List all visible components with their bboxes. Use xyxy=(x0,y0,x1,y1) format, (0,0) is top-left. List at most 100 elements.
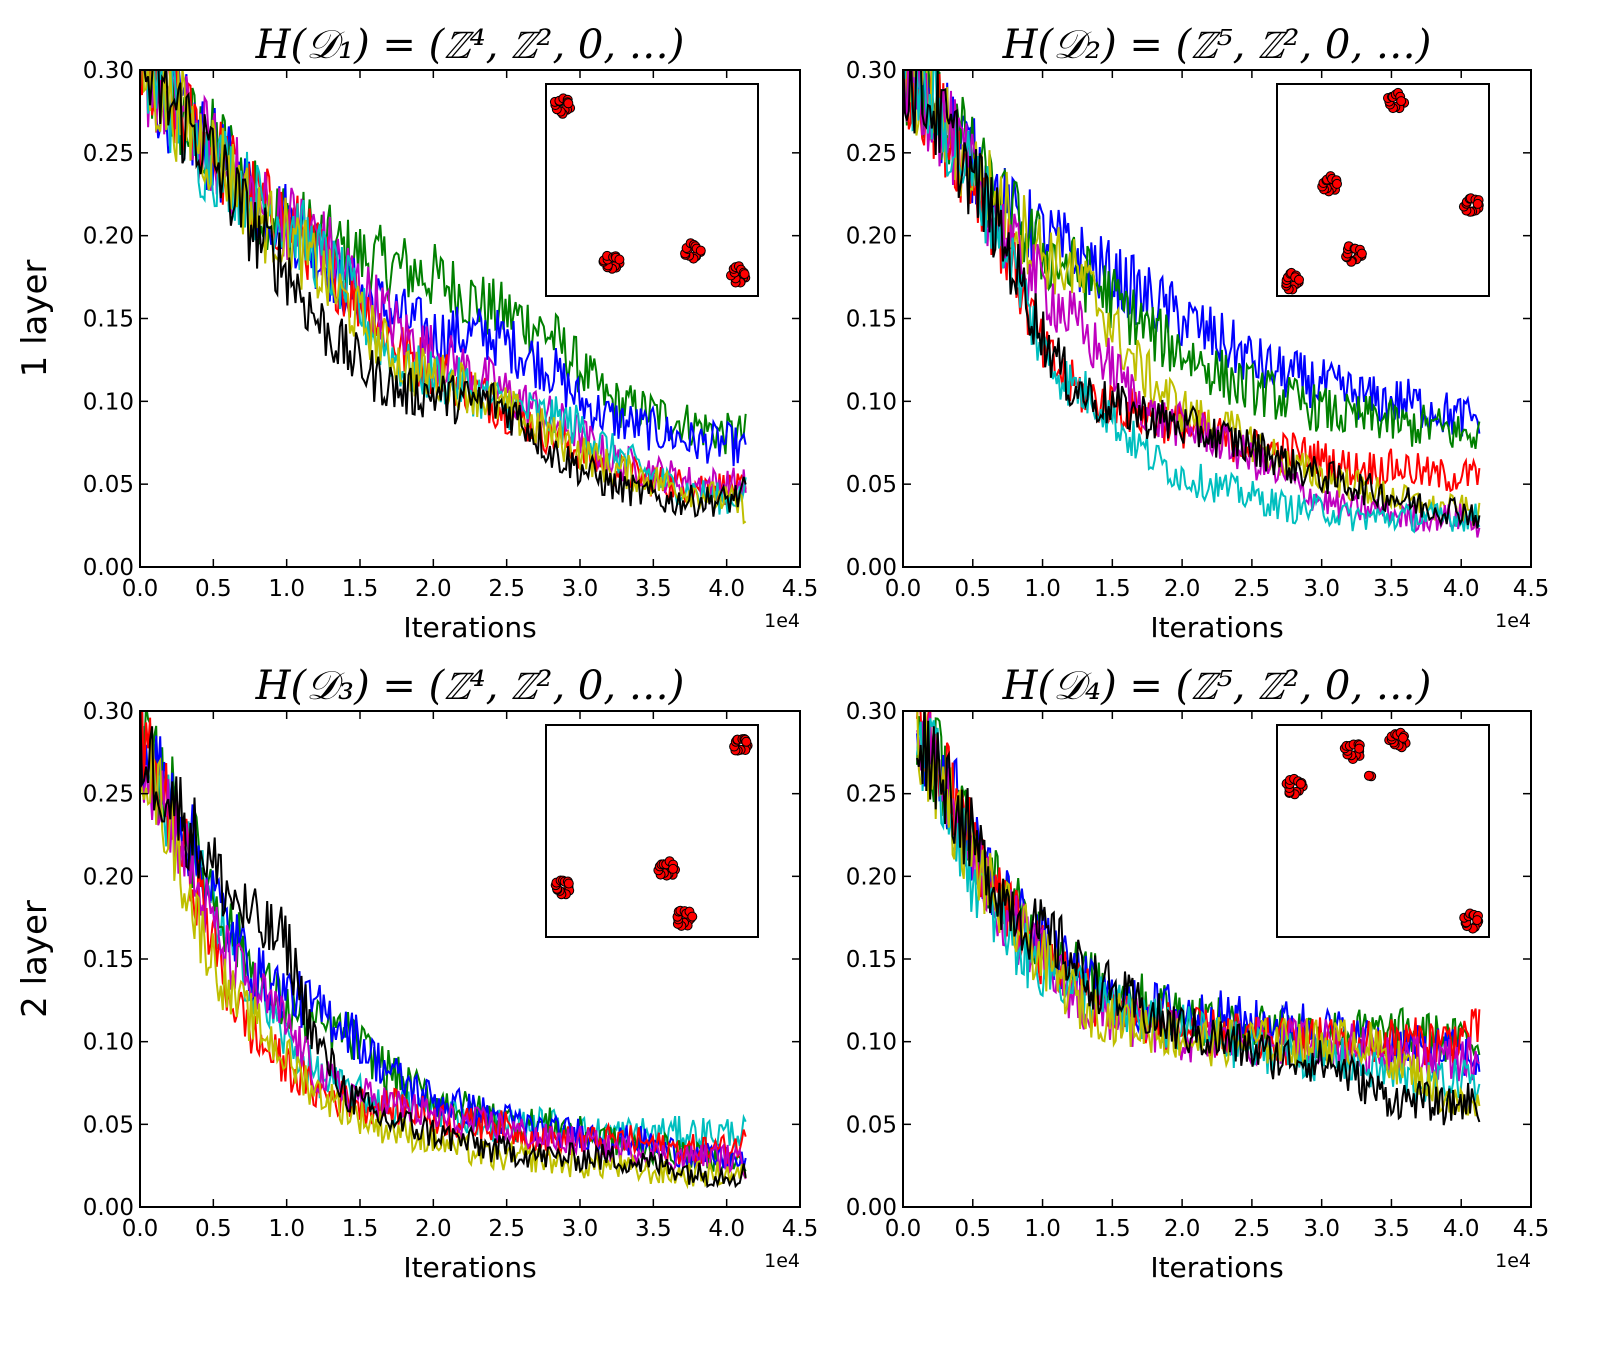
y-tick-label: 0.00 xyxy=(846,1195,897,1221)
y-tick-label: 0.05 xyxy=(83,1112,134,1138)
inset-point xyxy=(668,863,678,874)
x-tick-label: 3.5 xyxy=(1373,1216,1410,1242)
x-tick-label: 0.5 xyxy=(954,1216,991,1242)
series-line-1 xyxy=(140,70,747,455)
x-tick-label: 3.5 xyxy=(635,576,672,602)
inset-scatter xyxy=(545,724,759,938)
y-tick-label: 0.15 xyxy=(83,307,134,333)
inset-frame xyxy=(545,724,759,938)
x-axis-label: Iterations xyxy=(403,611,536,644)
y-tick-label: 0.30 xyxy=(846,58,897,84)
x-tick-label: 3.0 xyxy=(1303,1216,1340,1242)
inset-point xyxy=(563,878,574,889)
y-tick-label: 0.30 xyxy=(83,58,134,84)
x-offset-label: 1e4 xyxy=(764,610,800,632)
series-line-4 xyxy=(140,711,747,1165)
y-axis-label: 2 layer xyxy=(15,900,55,1018)
x-tick-label: 2.0 xyxy=(1164,1216,1201,1242)
inset-frame xyxy=(1276,724,1490,938)
series-line-6 xyxy=(140,735,747,1190)
y-tick-label: 0.15 xyxy=(846,947,897,973)
x-tick-label: 3.0 xyxy=(1303,576,1340,602)
x-tick-label: 2.0 xyxy=(415,576,452,602)
y-tick-label: 0.15 xyxy=(83,947,134,973)
x-tick-label: 1.5 xyxy=(1094,1216,1131,1242)
inset-point xyxy=(687,911,698,922)
y-tick-label: 0.25 xyxy=(846,141,897,167)
x-tick-label: 4.5 xyxy=(782,576,819,602)
y-tick-label: 0.25 xyxy=(83,782,134,808)
subplot-4: 0.0 0.5 1.0 1.5 2.0 2.5 3.0 3.5 4.0 4.5 0.00 0.05 0.… xyxy=(846,663,1550,1284)
inset-scatter xyxy=(1276,83,1490,297)
inset-point xyxy=(614,254,625,265)
y-tick-label: 0.05 xyxy=(83,472,134,498)
x-tick-label: 1.5 xyxy=(1094,576,1131,602)
x-tick-label: 0.5 xyxy=(954,576,991,602)
x-tick-label: 0.0 xyxy=(885,576,922,602)
inset-point xyxy=(1472,198,1483,209)
inset-point xyxy=(1295,778,1306,789)
x-tick-label: 4.5 xyxy=(782,1216,819,1242)
x-tick-label: 4.5 xyxy=(1513,576,1550,602)
y-tick-label: 0.00 xyxy=(83,1195,134,1221)
y-tick-label: 0.10 xyxy=(846,1030,897,1056)
inset-point xyxy=(563,98,574,109)
x-tick-label: 1.0 xyxy=(1024,576,1061,602)
y-tick-label: 0.05 xyxy=(846,472,897,498)
y-tick-label: 0.30 xyxy=(83,699,134,725)
y-tick-label: 0.10 xyxy=(846,389,897,415)
x-tick-label: 0.5 xyxy=(195,576,232,602)
y-tick-label: 0.25 xyxy=(83,141,134,167)
subplot-title: H(𝒟₃) = (ℤ⁴, ℤ², 0, …) xyxy=(255,663,685,709)
inset-point xyxy=(1354,743,1365,754)
y-tick-label: 0.00 xyxy=(846,555,897,581)
series-line-7 xyxy=(916,711,1481,1126)
series-line-3 xyxy=(140,711,747,1171)
y-tick-label: 0.20 xyxy=(83,224,134,250)
x-tick-label: 2.5 xyxy=(488,1216,525,1242)
y-tick-label: 0.15 xyxy=(846,307,897,333)
x-tick-label: 4.0 xyxy=(1443,576,1480,602)
subplot-3: 0.0 0.5 1.0 1.5 2.0 2.5 3.0 3.5 4.0 4.5 0.00 0.05 0.… xyxy=(15,663,818,1284)
subplot-title: H(𝒟₄) = (ℤ⁵, ℤ², 0, …) xyxy=(1002,663,1432,709)
y-tick-label: 0.00 xyxy=(83,555,134,581)
x-tick-label: 0.0 xyxy=(885,1216,922,1242)
y-axis-label: 1 layer xyxy=(15,260,55,378)
x-tick-label: 3.0 xyxy=(562,1216,599,1242)
x-axis-label: Iterations xyxy=(1150,611,1283,644)
inset-point xyxy=(695,245,706,256)
x-axis-label: Iterations xyxy=(1150,1251,1283,1284)
x-tick-label: 1.0 xyxy=(268,1216,305,1242)
x-offset-label: 1e4 xyxy=(1495,1250,1531,1272)
y-tick-label: 0.20 xyxy=(83,864,134,890)
series-line-4 xyxy=(903,70,1481,530)
series-line-3 xyxy=(916,711,1481,1067)
x-tick-label: 0.0 xyxy=(122,576,159,602)
inset-scatter xyxy=(545,83,759,297)
x-tick-label: 2.0 xyxy=(1164,576,1201,602)
x-tick-label: 1.5 xyxy=(342,576,379,602)
x-tick-label: 4.5 xyxy=(1513,1216,1550,1242)
x-offset-label: 1e4 xyxy=(764,1250,800,1272)
inset-point xyxy=(739,269,750,280)
x-tick-label: 2.0 xyxy=(415,1216,452,1242)
inset-frame xyxy=(1276,83,1490,297)
inset-point xyxy=(1363,770,1374,781)
x-tick-label: 1.0 xyxy=(268,576,305,602)
x-tick-label: 4.0 xyxy=(708,1216,745,1242)
x-tick-label: 2.5 xyxy=(1234,576,1271,602)
inset-frame xyxy=(545,83,759,297)
x-offset-label: 1e4 xyxy=(1495,610,1531,632)
x-tick-label: 0.5 xyxy=(195,1216,232,1242)
y-tick-label: 0.25 xyxy=(846,782,897,808)
x-tick-label: 3.5 xyxy=(635,1216,672,1242)
inset-point xyxy=(1398,732,1408,743)
inset-point xyxy=(1356,248,1367,259)
x-tick-label: 3.5 xyxy=(1373,576,1410,602)
inset-point xyxy=(1396,96,1407,107)
x-tick-label: 1.5 xyxy=(342,1216,379,1242)
x-tick-label: 4.0 xyxy=(1443,1216,1480,1242)
y-tick-label: 0.05 xyxy=(846,1112,897,1138)
series-line-7 xyxy=(140,711,747,1189)
